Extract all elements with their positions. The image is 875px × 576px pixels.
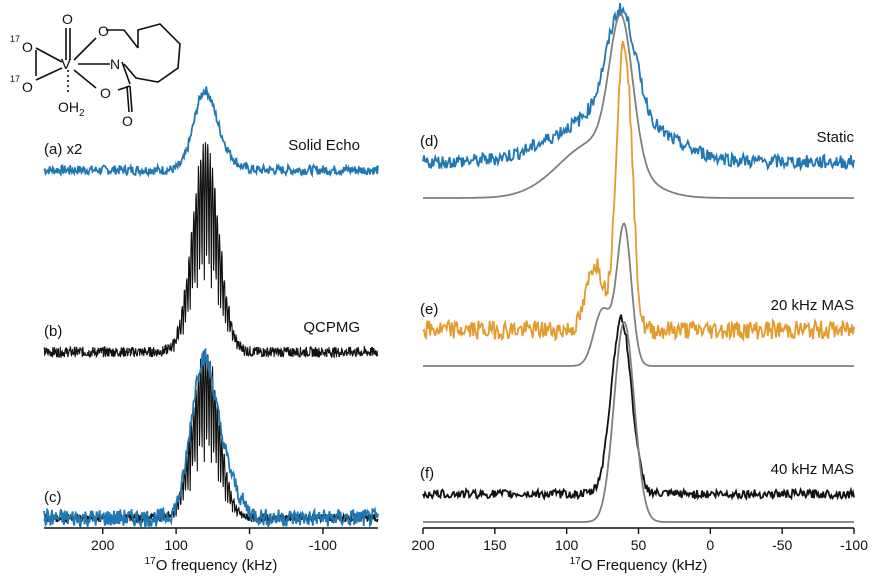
molecule-structure bbox=[35, 23, 181, 113]
trace-label-b: QCPMG bbox=[303, 319, 360, 336]
molecule-o-top: O bbox=[62, 11, 73, 27]
trace-e bbox=[422, 40, 855, 342]
trace-label-e: 20 kHz MAS bbox=[771, 297, 854, 314]
left-tick-label-2: 0 bbox=[246, 537, 254, 553]
panel-label-e: (e) bbox=[420, 301, 438, 318]
trace-f-sim bbox=[423, 320, 854, 523]
panel-label-d: (d) bbox=[420, 133, 438, 150]
right-tick-label-0: 200 bbox=[411, 537, 435, 553]
right-panel: 200 150 100 50 0 -50 -100 17O Frequency (kHz) (d… bbox=[411, 3, 868, 574]
molecule-o-2: O bbox=[22, 79, 33, 95]
trace-c2 bbox=[43, 347, 379, 530]
left-tick-label-0: 200 bbox=[91, 537, 115, 553]
right-tick-label-1: 150 bbox=[483, 537, 507, 553]
trace-label-a: Solid Echo bbox=[288, 137, 360, 154]
right-tick-label-4: 0 bbox=[706, 537, 714, 553]
left-tick-label-1: 100 bbox=[164, 537, 188, 553]
left-x-label: 17O frequency (kHz) bbox=[145, 556, 278, 574]
molecule-v: V bbox=[61, 56, 71, 73]
trace-a bbox=[43, 86, 379, 178]
molecule-o-1: O bbox=[22, 39, 33, 55]
panel-label-c1: (c) bbox=[44, 489, 62, 506]
right-tick-label-6: -100 bbox=[840, 537, 868, 553]
right-tick-label-5: -50 bbox=[772, 537, 792, 553]
panel-label-a: (a) x2 bbox=[44, 141, 82, 158]
molecule-o-keto: O bbox=[122, 113, 133, 129]
molecule-oh2: OH2 bbox=[58, 99, 85, 119]
molecule-n: N bbox=[110, 56, 120, 72]
trace-e-sim bbox=[423, 222, 854, 367]
trace-d-sim bbox=[423, 13, 854, 199]
molecule-o-carb: O bbox=[100, 85, 111, 101]
trace-label-f: 40 kHz MAS bbox=[771, 461, 854, 478]
molecule-o-ring: O bbox=[98, 23, 109, 39]
molecule-iso-2: 17 bbox=[10, 74, 20, 84]
trace-d bbox=[422, 3, 855, 172]
trace-label-d: Static bbox=[816, 129, 854, 146]
panel-label-f: (f) bbox=[420, 465, 434, 482]
right-x-label: 17O Frequency (kHz) bbox=[570, 556, 708, 574]
trace-b bbox=[43, 142, 379, 359]
left-panel: 200 100 0 -100 17O frequency (kHz) (a) x2 Soli… bbox=[43, 86, 379, 574]
right-tick-label-3: 50 bbox=[631, 537, 647, 553]
molecule-iso-1: 17 bbox=[10, 34, 20, 44]
left-tick-label-3: -100 bbox=[309, 537, 337, 553]
panel-label-b: (b) bbox=[44, 323, 62, 340]
right-tick-label-2: 100 bbox=[555, 537, 579, 553]
